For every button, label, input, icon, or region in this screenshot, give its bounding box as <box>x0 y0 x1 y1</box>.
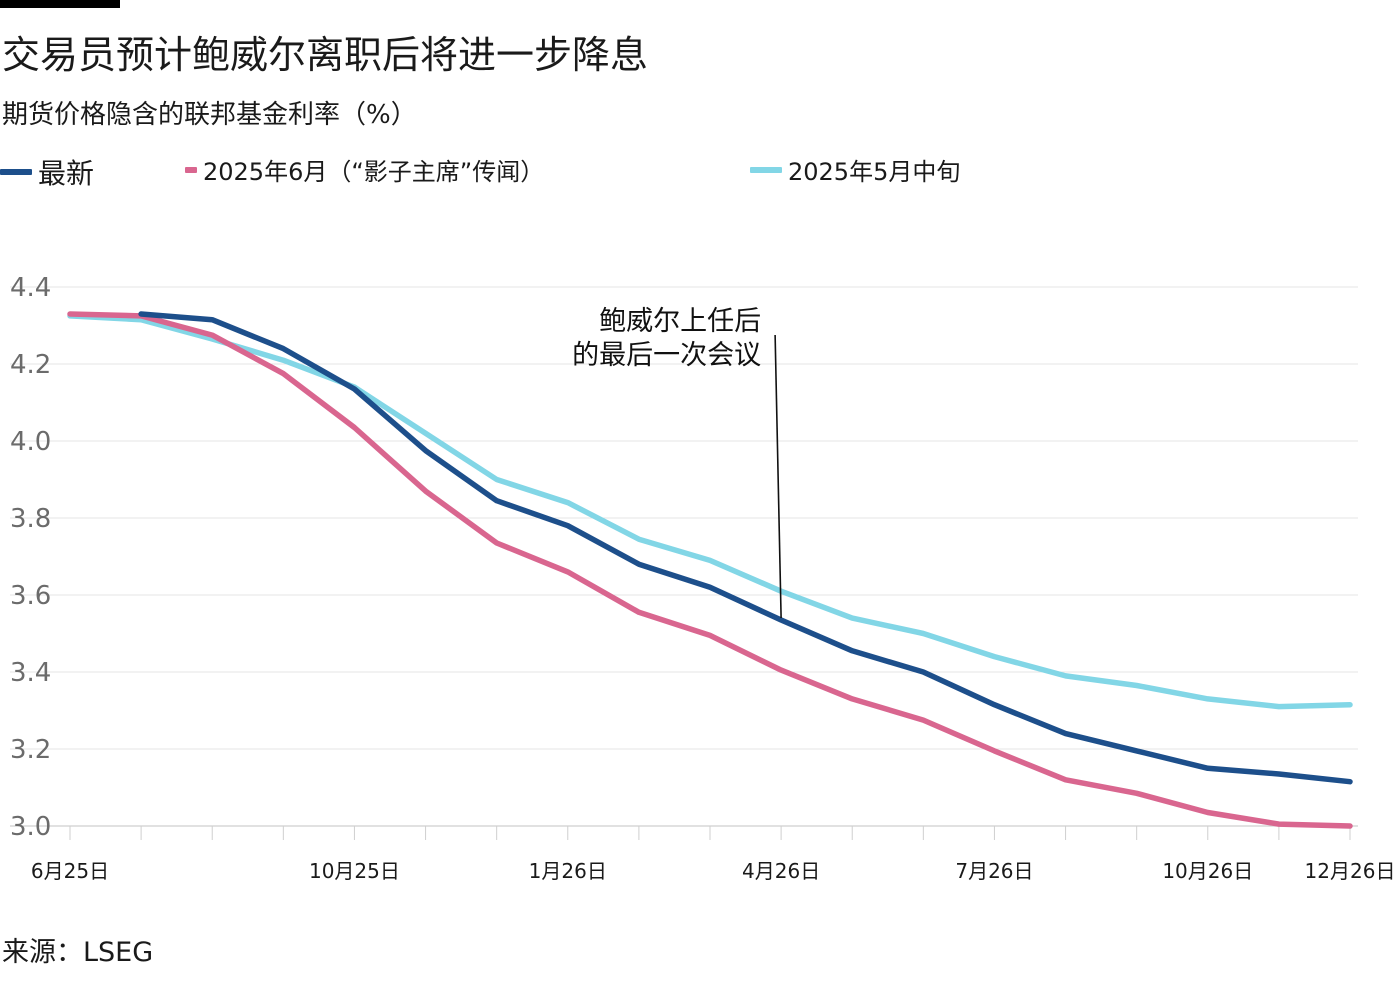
y-tick-label: 3.6 <box>10 581 51 611</box>
y-tick-label: 4.0 <box>10 427 51 457</box>
legend-item-latest: 最新 <box>0 152 94 192</box>
top-accent-bar <box>0 0 120 8</box>
legend-label-june-2025: 2025年6月（“影子主席”传闻） <box>203 158 545 186</box>
line-chart: 4.4 4.2 4.0 3.8 3.6 3.4 3.2 3.0 6月25日 10月25日 1月26日… <box>10 273 1396 883</box>
y-tick-label: 4.2 <box>10 350 51 380</box>
x-tick-label: 7月26日 <box>955 859 1033 883</box>
legend-item-june-2025: 2025年6月（“影子主席”传闻） <box>185 152 544 187</box>
legend-label-mid-may-2025: 2025年5月中旬 <box>788 158 961 186</box>
source-note: 来源：LSEG <box>2 937 154 968</box>
legend-swatch-june-2025 <box>185 166 197 173</box>
legend-swatch-latest <box>0 169 32 175</box>
legend-label-latest: 最新 <box>38 157 95 190</box>
y-tick-label: 3.8 <box>10 504 51 534</box>
x-tick-label: 1月26日 <box>529 859 607 883</box>
legend-swatch-mid-may-2025 <box>750 166 782 173</box>
y-tick-label: 3.4 <box>10 658 51 688</box>
series-line-0 <box>138 311 1353 785</box>
series-line-1 <box>67 311 1353 829</box>
chart-subtitle: 期货价格隐含的联邦基金利率（%） <box>2 100 417 130</box>
legend-item-mid-may-2025: 2025年5月中旬 <box>750 152 960 187</box>
annotation-text: 鲍威尔上任后 <box>599 306 761 337</box>
x-tick-label: 10月26日 <box>1162 859 1253 883</box>
x-tick-label: 4月26日 <box>742 859 820 883</box>
x-tick-label: 6月25日 <box>31 859 109 883</box>
chart-title: 交易员预计鲍威尔离职后将进一步降息 <box>2 33 649 77</box>
annotation-text: 的最后一次会议 <box>572 340 761 371</box>
annotation-leader-line <box>774 334 782 619</box>
y-tick-label: 4.4 <box>10 273 51 303</box>
x-tick-label: 12月26日 <box>1305 859 1396 883</box>
y-tick-label: 3.2 <box>10 735 51 765</box>
series-line-2 <box>67 313 1353 710</box>
x-tick-label: 10月25日 <box>309 859 400 883</box>
y-tick-label: 3.0 <box>10 812 51 842</box>
chart-legend: 最新 2025年6月（“影子主席”传闻） 2025年5月中旬 <box>0 152 1400 202</box>
